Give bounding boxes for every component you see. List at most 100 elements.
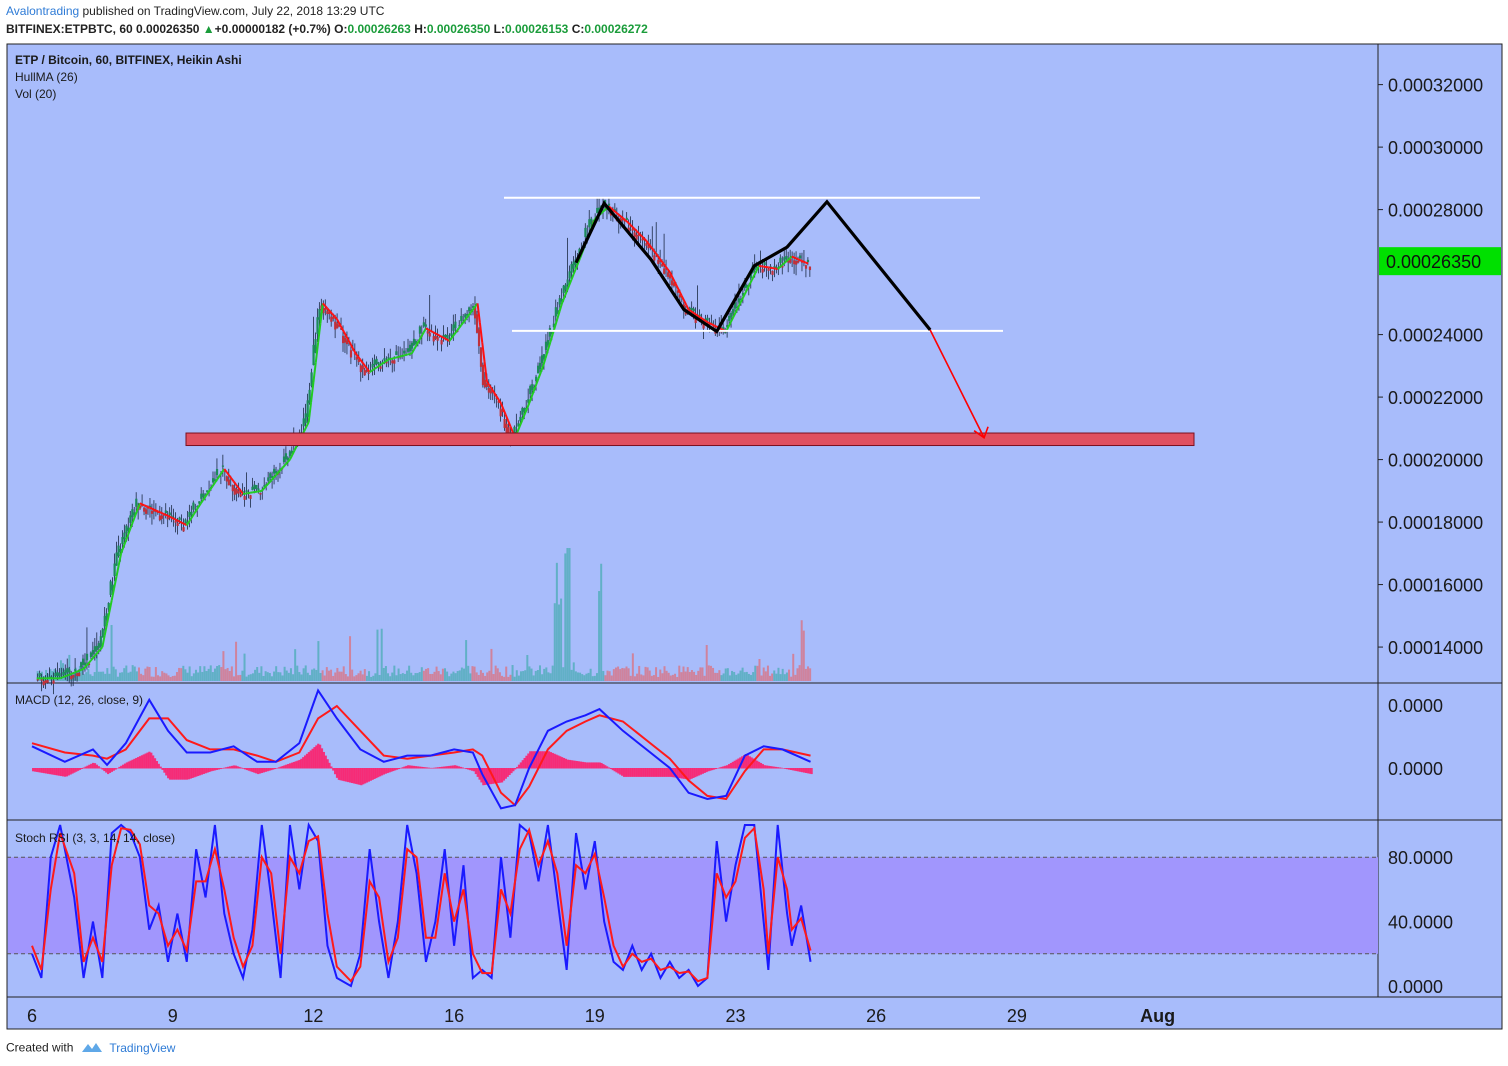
histogram-bar [103, 768, 106, 772]
volume-bar [752, 672, 755, 681]
volume-bar [268, 673, 271, 681]
histogram-bar [636, 768, 639, 777]
histogram-bar [574, 760, 577, 769]
histogram-bar [230, 765, 234, 769]
histogram-bar [407, 765, 410, 769]
volume-bar [583, 675, 586, 681]
candle-body [231, 484, 234, 492]
candle-body [198, 501, 201, 504]
histogram-bar [652, 768, 656, 777]
histogram-bar [185, 768, 189, 780]
hullma-segment [167, 514, 171, 518]
hullma-label: HullMA (26) [15, 70, 78, 84]
volume-bar [513, 676, 516, 681]
histogram-bar [180, 768, 183, 780]
candle-body [245, 490, 248, 493]
hullma-segment [732, 312, 737, 318]
hullma-segment [190, 513, 195, 519]
volume-bar [541, 674, 544, 681]
candle-body [255, 485, 258, 490]
candle-body [119, 548, 122, 553]
candle-body [479, 347, 483, 367]
histogram-bar [215, 768, 219, 770]
candle-body [385, 361, 388, 364]
histogram-bar [373, 768, 376, 779]
histogram-bar [251, 768, 254, 773]
histogram-bar [99, 767, 102, 769]
volume-bar [589, 668, 592, 681]
volume-bar [788, 669, 791, 681]
volume-bar [562, 667, 565, 681]
volume-bar [192, 673, 195, 681]
candle-body [424, 324, 427, 327]
volume-bar [490, 648, 493, 681]
candle-body [489, 390, 492, 394]
hullma-segment [521, 414, 526, 421]
hullma-segment [62, 675, 66, 679]
candle-body [781, 265, 784, 268]
candle-body [48, 676, 51, 678]
candle-body [213, 479, 217, 481]
volume-bar [100, 671, 103, 681]
volume-bar [526, 655, 529, 681]
volume-bar [266, 672, 269, 681]
volume-bar [76, 672, 79, 681]
candle-body [487, 388, 490, 393]
candle-body [550, 331, 554, 335]
author-link[interactable]: Avalontrading [6, 4, 80, 18]
volume-bar [593, 675, 596, 681]
histogram-bar [401, 767, 404, 769]
hullma-segment [237, 487, 242, 492]
candle-body [452, 324, 455, 331]
histogram-bar [305, 753, 309, 769]
histogram-bar [474, 768, 477, 775]
histogram-bar [69, 768, 72, 775]
candle-body [371, 363, 374, 368]
candle-body [383, 358, 386, 361]
volume-bar [638, 665, 641, 681]
volume-bars [36, 547, 812, 681]
histogram-bar [382, 768, 386, 775]
low-label: L: [493, 22, 505, 36]
histogram-bar [217, 768, 220, 770]
histogram-bar [187, 768, 190, 780]
candle-body [647, 245, 650, 249]
histogram-bar [174, 768, 177, 780]
histogram-bar [105, 768, 108, 773]
hullma-segment [200, 499, 205, 504]
histogram-bar [566, 759, 569, 769]
volume-bar [365, 675, 368, 681]
histogram-bar [60, 768, 63, 777]
candle-body [271, 476, 274, 478]
volume-bar [374, 673, 377, 681]
candle-body [115, 552, 118, 566]
hullma-segment [647, 243, 652, 248]
tradingview-link[interactable]: TradingView [109, 1040, 176, 1055]
volume-bar [777, 667, 780, 681]
volume-bar [731, 670, 734, 681]
volume-bar [83, 674, 86, 681]
candle-body [353, 353, 357, 355]
hullma-segment [422, 327, 427, 334]
volume-bar [389, 676, 392, 681]
volume-bar [336, 667, 339, 681]
volume-bar [175, 672, 178, 681]
histogram-bar [697, 768, 701, 776]
histogram-bar [803, 768, 806, 773]
hullma-segment [404, 353, 408, 357]
volume-bar [273, 671, 276, 681]
histogram-bar [718, 767, 721, 769]
volume-bar [359, 670, 362, 681]
volume-bar [59, 660, 62, 681]
hullma-segment [192, 510, 197, 515]
hullma-segment [572, 267, 577, 275]
histogram-bar [384, 768, 387, 774]
candle-body [233, 487, 236, 495]
volume-bar [209, 665, 212, 681]
histogram-bar [701, 768, 704, 774]
histogram-bar [92, 762, 95, 769]
candle-body [446, 334, 449, 340]
hullma-segment [136, 502, 141, 510]
candle-body [542, 354, 546, 359]
